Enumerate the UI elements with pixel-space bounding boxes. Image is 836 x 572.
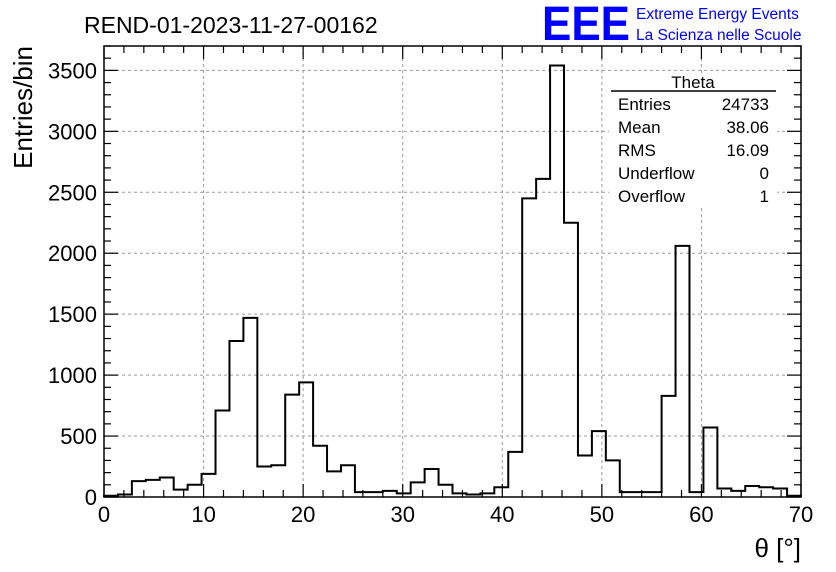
stats-label-underflow: Underflow xyxy=(618,164,695,183)
x-tick-label: 0 xyxy=(98,502,110,527)
y-tick-label: 2000 xyxy=(48,241,97,266)
x-tick-label: 70 xyxy=(789,502,813,527)
grid-lines xyxy=(104,46,801,497)
y-tick-label: 3500 xyxy=(48,58,97,83)
y-tick-label: 3000 xyxy=(48,119,97,144)
y-tick-label: 2500 xyxy=(48,180,97,205)
stats-label-mean: Mean xyxy=(618,118,661,137)
eee-logo: EEE Extreme Energy Events La Scienza nel… xyxy=(542,0,801,51)
stats-box: Theta Entries 24733 Mean 38.06 RMS 16.09… xyxy=(609,73,777,208)
chart-title: REND-01-2023-11-27-00162 xyxy=(84,12,378,38)
x-tick-label: 20 xyxy=(291,502,315,527)
y-tick-label: 0 xyxy=(85,485,97,510)
axis-ticks xyxy=(103,45,802,498)
histogram-outline xyxy=(103,64,802,497)
stats-box-title: Theta xyxy=(671,73,715,92)
stats-value-overflow: 1 xyxy=(760,187,769,206)
x-axis-label: θ [°] xyxy=(754,533,801,563)
stats-value-entries: 24733 xyxy=(722,95,769,114)
stats-value-underflow: 0 xyxy=(760,164,769,183)
stats-label-rms: RMS xyxy=(618,141,656,160)
y-tick-label: 1000 xyxy=(48,363,97,388)
eee-logo-mark: EEE xyxy=(542,0,630,51)
stats-value-mean: 38.06 xyxy=(726,118,769,137)
y-tick-label: 1500 xyxy=(48,302,97,327)
eee-logo-line2: La Scienza nelle Scuole xyxy=(636,27,801,44)
tick-labels: 0 10 20 30 40 50 60 700500100015002000250030003… xyxy=(48,58,813,527)
stats-value-rms: 16.09 xyxy=(726,141,769,160)
stats-label-overflow: Overflow xyxy=(618,187,686,206)
stats-box-background xyxy=(609,73,777,208)
y-tick-label: 500 xyxy=(60,424,97,449)
y-axis-label: Entries/bin xyxy=(8,46,38,169)
plot-frame xyxy=(103,45,802,498)
x-tick-label: 10 xyxy=(191,502,215,527)
stats-label-entries: Entries xyxy=(618,95,671,114)
x-tick-label: 30 xyxy=(390,502,414,527)
x-tick-label: 50 xyxy=(590,502,614,527)
x-tick-label: 60 xyxy=(689,502,713,527)
x-tick-label: 40 xyxy=(490,502,514,527)
eee-logo-line1: Extreme Energy Events xyxy=(636,6,799,23)
